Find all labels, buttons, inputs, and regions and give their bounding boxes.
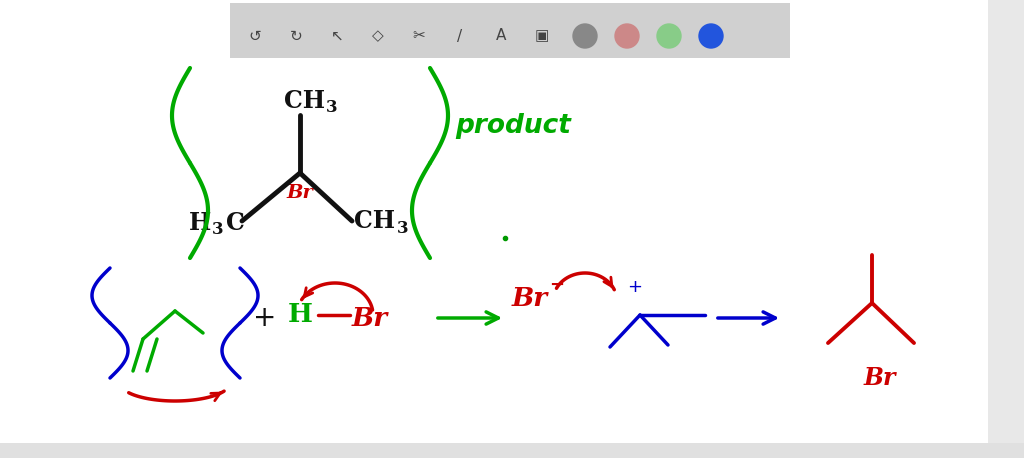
Text: CH: CH bbox=[354, 209, 395, 233]
Text: Br: Br bbox=[287, 184, 313, 202]
Text: ↖: ↖ bbox=[331, 28, 343, 44]
Text: ▣: ▣ bbox=[535, 28, 549, 44]
Text: ↺: ↺ bbox=[249, 28, 261, 44]
Text: ◇: ◇ bbox=[372, 28, 384, 44]
Text: Br: Br bbox=[352, 305, 388, 331]
Text: ↻: ↻ bbox=[290, 28, 302, 44]
Text: H: H bbox=[288, 302, 312, 327]
Text: C: C bbox=[225, 211, 245, 235]
Circle shape bbox=[699, 24, 723, 48]
Bar bbox=[988, 0, 1024, 443]
Circle shape bbox=[615, 24, 639, 48]
Text: 3: 3 bbox=[327, 99, 338, 116]
Text: +: + bbox=[253, 304, 276, 332]
Text: CH: CH bbox=[285, 89, 326, 113]
Text: A: A bbox=[496, 28, 506, 44]
Text: /: / bbox=[458, 28, 463, 44]
Text: +: + bbox=[628, 278, 642, 296]
Text: −: − bbox=[550, 276, 564, 294]
Text: 3: 3 bbox=[397, 219, 409, 236]
Text: product: product bbox=[455, 113, 570, 139]
Text: Br: Br bbox=[864, 366, 896, 390]
Bar bbox=[0, 443, 1024, 458]
Text: 3: 3 bbox=[212, 222, 224, 239]
Circle shape bbox=[573, 24, 597, 48]
Text: ✂: ✂ bbox=[413, 28, 425, 44]
Text: H: H bbox=[188, 211, 211, 235]
Text: Br: Br bbox=[512, 285, 548, 311]
Circle shape bbox=[657, 24, 681, 48]
Bar bbox=[230, 3, 790, 58]
